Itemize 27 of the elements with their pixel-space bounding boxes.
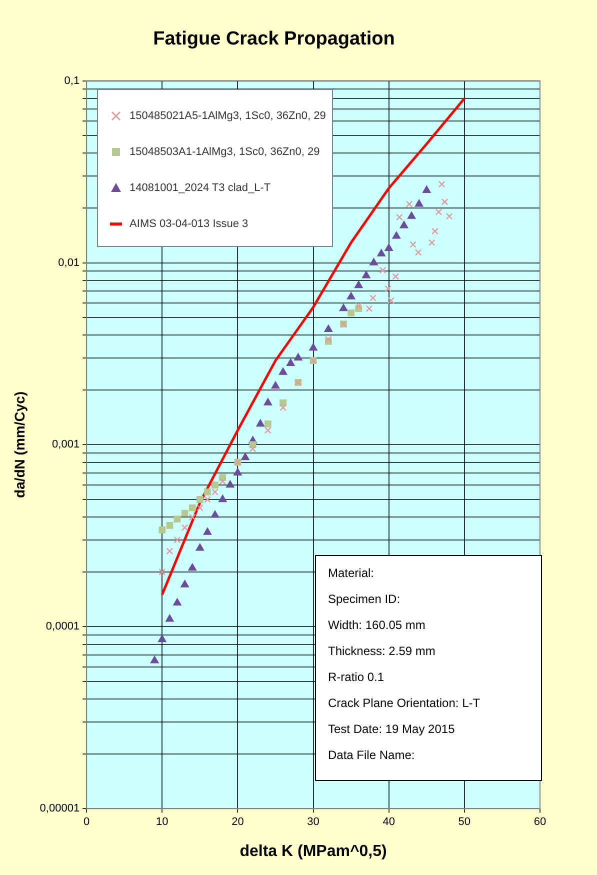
y-tick-label: 0,1: [64, 74, 80, 87]
y-axis-title: da/dN (mm/Cyc): [11, 391, 28, 498]
x-tick-label: 20: [232, 816, 244, 828]
x-tick-label: 50: [458, 816, 471, 828]
annotation: Material:: [328, 566, 376, 580]
x-tick-label: 30: [307, 816, 320, 828]
x-axis-title: delta K (MPam^0,5): [240, 842, 387, 860]
y-tick-label: 0,001: [52, 438, 80, 451]
y-tick-label: 0,00001: [40, 802, 80, 815]
legend-label: 14081001_2024 T3 clad_L-T: [130, 182, 271, 194]
x-tick-label: 40: [382, 816, 395, 828]
chart-title: Fatigue Crack Propagation: [153, 28, 395, 50]
annotation: Crack Plane Orientation: L-T: [328, 696, 482, 710]
annotation: Test Date: 19 May 2015: [328, 722, 456, 736]
x-tick-label: 0: [84, 816, 90, 828]
x-tick-label: 10: [156, 816, 168, 828]
legend-label: AIMS 03-04-013 Issue 3: [130, 218, 248, 230]
y-tick-label: 0,0001: [46, 620, 80, 633]
y-tick-label: 0,01: [58, 256, 80, 269]
annotation: Width: 160.05 mm: [328, 618, 426, 632]
annotation: Data File Name:: [328, 748, 416, 762]
legend-label: 150485021A5-1AlMg3, 1Sc0, 36Zn0, 29: [130, 110, 326, 122]
annotation: Thickness: 2.59 mm: [328, 644, 436, 658]
annotation: Specimen ID:: [328, 592, 402, 606]
annotation: R-ratio 0.1: [328, 670, 386, 684]
x-tick-label: 60: [534, 816, 546, 828]
legend-label: 15048503A1-1AlMg3, 1Sc0, 36Zn0, 29: [130, 146, 320, 158]
